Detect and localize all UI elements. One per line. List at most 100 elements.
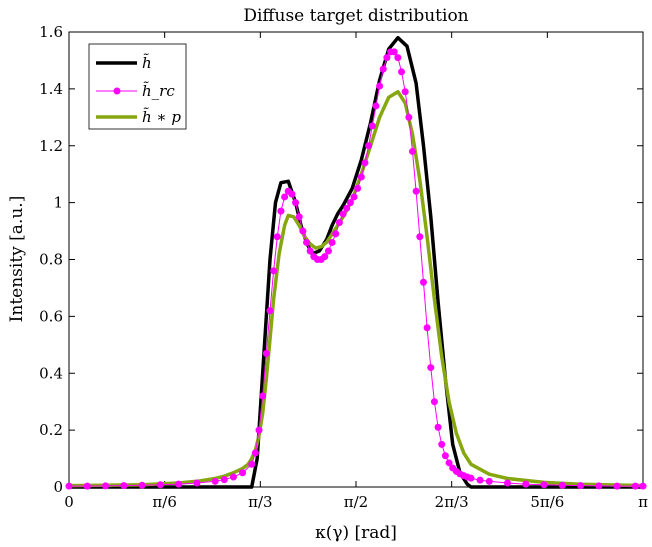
- series-h-rc-point: [251, 449, 259, 457]
- series-h-rc-point: [262, 349, 270, 357]
- series-h-rc-point: [229, 473, 237, 481]
- series-layer: [65, 35, 647, 490]
- series-h-rc-point: [419, 278, 427, 286]
- series-h-rc-point: [441, 452, 449, 460]
- series-h-rc-point: [394, 54, 402, 62]
- series-h-rc-point: [631, 482, 639, 490]
- series-h-line: [67, 35, 645, 489]
- series-h-rc-point: [324, 247, 332, 255]
- series-h-rc-point: [65, 482, 73, 490]
- series-h-rc-point: [405, 113, 413, 121]
- series-h-rc-point: [120, 482, 128, 490]
- series-h-rc-point: [350, 193, 358, 201]
- series-h-rc-point: [540, 481, 548, 489]
- x-tick-label: 5π/6: [530, 493, 564, 511]
- series-h-rc-point: [193, 479, 201, 487]
- series-h-rc-point: [430, 398, 438, 406]
- x-tick-label: π: [638, 493, 648, 511]
- y-tick-label: 1.4: [39, 80, 63, 98]
- series-h-rc-point: [288, 190, 296, 198]
- legend-marker-h-rc: [113, 87, 121, 95]
- x-tick-label: 2π/3: [435, 493, 469, 511]
- y-tick-label: 0: [53, 478, 63, 496]
- y-tick-label: 1.2: [39, 137, 63, 155]
- series-h-rc-point: [270, 267, 278, 275]
- series-h-rc-point: [175, 480, 183, 488]
- series-h-rc-point: [339, 210, 347, 218]
- series-h-rc-point: [266, 307, 274, 315]
- series-h-rc-point: [299, 227, 307, 235]
- series-h-rc-point: [379, 65, 387, 73]
- series-h-rc-point: [401, 88, 409, 96]
- y-tick-label: 0.8: [39, 251, 63, 269]
- x-axis: 0 π/6 π/3 π/2 2π/3 5π/6 π: [64, 32, 648, 511]
- series-h-rc-point: [445, 459, 453, 467]
- series-h-rc-point: [412, 187, 420, 195]
- series-h-rc-point: [83, 482, 91, 490]
- series-h-rc-point: [383, 54, 391, 62]
- series-h-rc-point: [485, 477, 493, 485]
- series-h-rc-point: [255, 426, 263, 434]
- series-h-rc-point: [102, 482, 110, 490]
- x-tick-label: π/2: [344, 493, 368, 511]
- y-tick-label: 0.2: [39, 421, 63, 439]
- series-h-rc-point: [306, 247, 314, 255]
- series-h-rc-point: [332, 230, 340, 238]
- series-h-rc-point: [303, 238, 311, 246]
- series-h-rc-point: [416, 233, 424, 241]
- series-h-rc-point: [427, 364, 435, 372]
- legend-box: [88, 43, 187, 130]
- series-h-rc-point: [357, 173, 365, 181]
- series-h-rc-point: [522, 480, 530, 488]
- series-h-rc-point: [321, 253, 329, 261]
- y-tick-label: 0.4: [39, 364, 63, 382]
- legend-label-h-conv-p: h̃ ∗ p: [142, 108, 181, 126]
- y-axis-label: Intensity [a.u.]: [7, 196, 27, 323]
- series-h-rc-point: [467, 474, 475, 482]
- series-h-rc-point: [408, 147, 416, 155]
- series-h-rc-point: [504, 479, 512, 487]
- x-tick-label: 0: [64, 493, 74, 511]
- series-h-rc-point: [476, 476, 484, 484]
- series-h-rc-point: [434, 423, 442, 431]
- series-h-rc-point: [138, 481, 146, 489]
- series-h-rc-point: [438, 440, 446, 448]
- x-tick-label: π/3: [248, 493, 272, 511]
- x-axis-label: κ(γ) [rad]: [315, 523, 397, 543]
- series-h-rc-point: [398, 68, 406, 76]
- series-h-rc-point: [354, 184, 362, 192]
- series-h-rc-point: [595, 482, 603, 490]
- series-h-rc-point: [292, 199, 300, 207]
- series-h-rc-point: [390, 48, 398, 56]
- series-h-rc-point: [273, 233, 281, 241]
- series-h-conv-p-line: [67, 89, 645, 488]
- series-h-rc-point: [328, 238, 336, 246]
- legend-label-h: h̃: [142, 54, 152, 72]
- series-h-rc-point: [423, 324, 431, 332]
- series-h-rc-point: [248, 460, 256, 468]
- legend: h̃ h̃_rc h̃ ∗ p: [88, 43, 187, 130]
- series-h-rc-point: [239, 469, 247, 477]
- series-h-rc-point: [577, 482, 585, 490]
- series-h-rc-point: [335, 219, 343, 227]
- series-h-rc-point: [368, 122, 376, 130]
- series-h-rc-point: [346, 199, 354, 207]
- series-h-rc-point: [259, 392, 267, 400]
- series-h-rc-point: [277, 207, 285, 215]
- series-h-rc-point: [376, 82, 384, 90]
- series-h-rc-point: [558, 481, 566, 489]
- series-h-rc-point: [281, 193, 289, 201]
- series-h-rc-point: [220, 476, 228, 484]
- series-h-rc-point: [156, 481, 164, 489]
- y-axis: 0 0.2 0.4 0.6 0.8 1 1.2 1.4 1.6: [39, 23, 643, 496]
- y-tick-label: 1.6: [39, 23, 63, 41]
- series-h-rc-point: [639, 482, 647, 490]
- series-h-rc-point: [372, 102, 380, 110]
- y-tick-label: 1: [53, 194, 63, 212]
- series-h-rc-point: [613, 482, 621, 490]
- chart-title: Diffuse target distribution: [243, 6, 468, 26]
- series-h-rc-point: [343, 204, 351, 212]
- legend-label-h-rc: h̃_rc: [142, 82, 175, 100]
- y-tick-label: 0.6: [39, 307, 63, 325]
